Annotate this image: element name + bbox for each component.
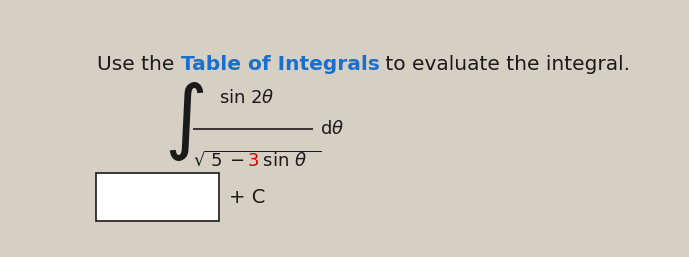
Text: sin $\theta$: sin $\theta$: [257, 152, 307, 170]
Text: −: −: [229, 152, 245, 170]
Text: 3: 3: [247, 152, 259, 170]
Text: Use the: Use the: [96, 54, 181, 74]
Text: d$\theta$: d$\theta$: [320, 120, 344, 138]
Text: 5: 5: [211, 152, 228, 170]
Text: + C: + C: [229, 188, 265, 207]
Text: $\sqrt{\quad\quad\quad\quad\quad\quad\;}$: $\sqrt{\quad\quad\quad\quad\quad\quad\;}…: [193, 151, 321, 170]
Text: $\int$: $\int$: [163, 81, 204, 163]
Text: sin 2$\theta$: sin 2$\theta$: [218, 89, 274, 107]
Text: to evaluate the integral.: to evaluate the integral.: [380, 54, 630, 74]
Text: Table of Integrals: Table of Integrals: [181, 54, 380, 74]
